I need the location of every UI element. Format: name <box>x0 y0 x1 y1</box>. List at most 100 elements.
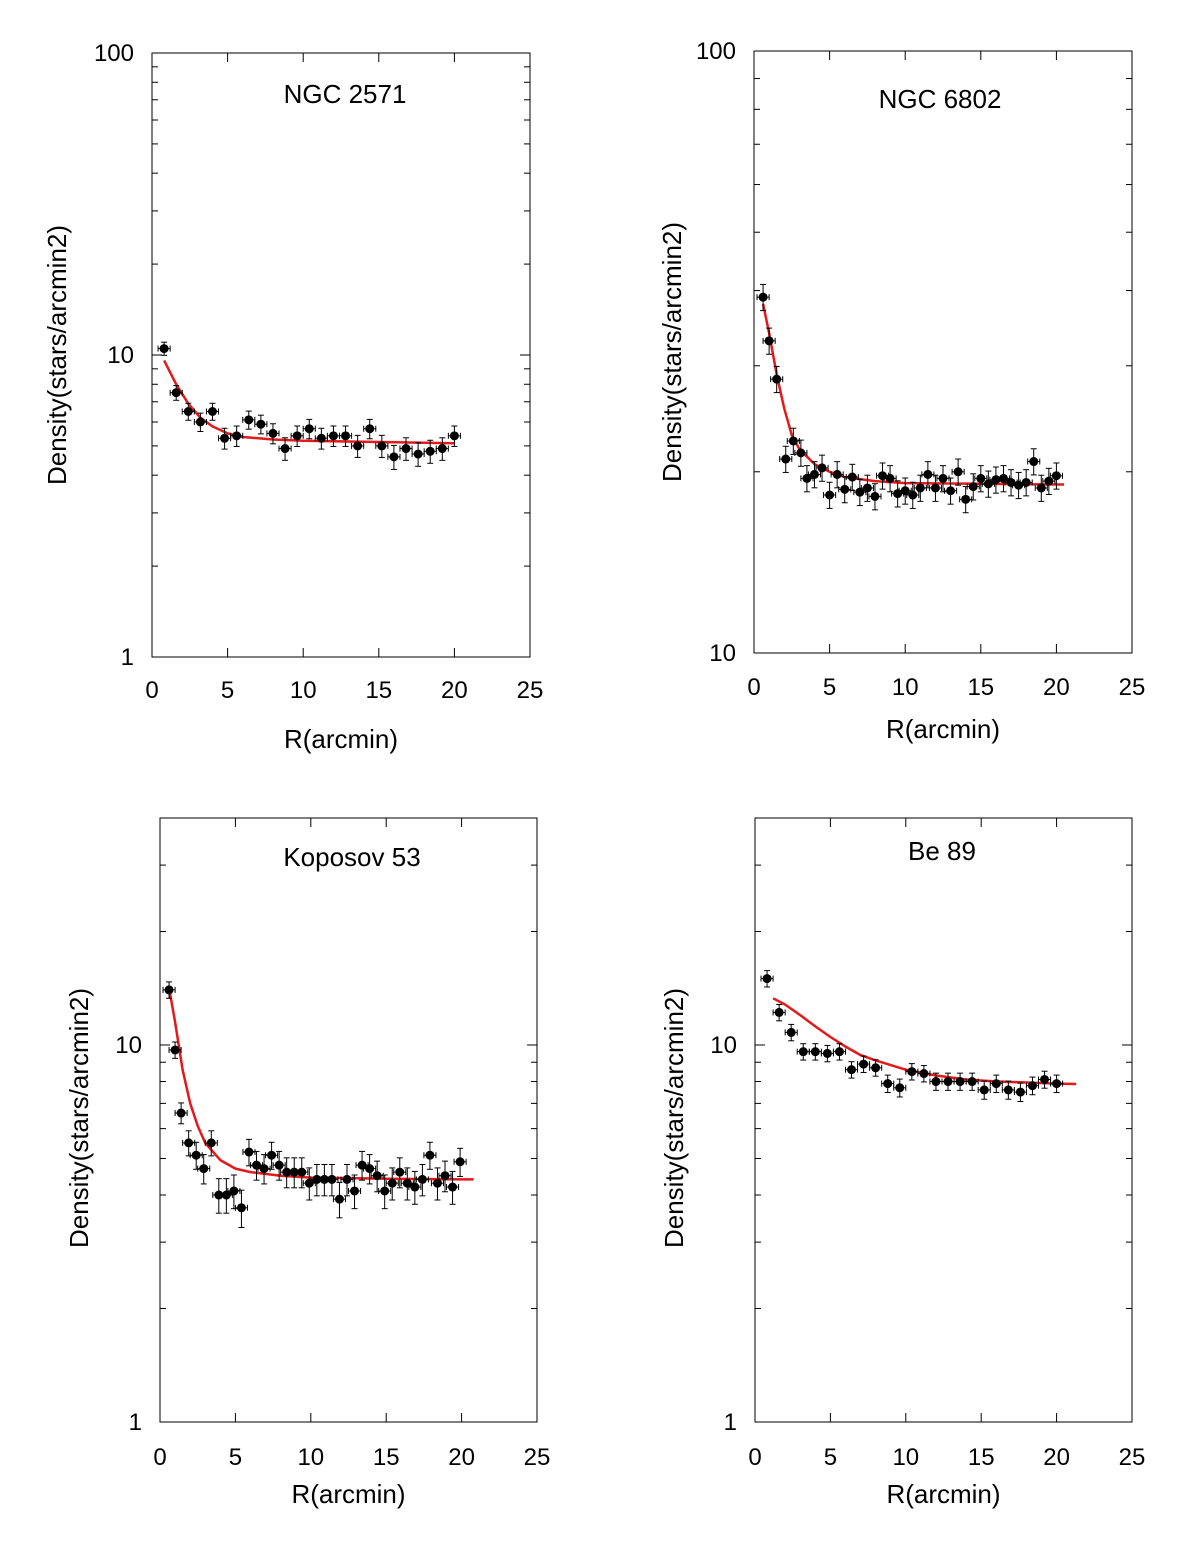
data-marker <box>267 1150 277 1160</box>
data-point <box>808 1043 822 1061</box>
x-tick-label: 20 <box>448 1444 475 1471</box>
chart-panel-2: 0 5 10 15 20 25 10 100 NGC 6802 R(arcmin) Density(… <box>657 38 1145 744</box>
data-point <box>168 1041 182 1059</box>
data-marker <box>425 1150 435 1160</box>
data-marker <box>1021 477 1031 487</box>
data-marker <box>893 489 903 499</box>
data-point <box>898 477 912 505</box>
data-marker <box>170 1045 180 1055</box>
data-point <box>242 410 256 430</box>
data-point <box>182 1130 196 1157</box>
data-marker <box>455 1157 465 1167</box>
data-point <box>794 439 808 467</box>
data-point <box>423 1141 437 1170</box>
data-point <box>446 1170 460 1205</box>
data-marker <box>758 292 768 302</box>
data-point <box>169 385 183 401</box>
data-marker <box>895 1083 905 1093</box>
data-point <box>1027 448 1041 476</box>
data-point <box>387 444 401 470</box>
data-marker <box>402 1178 412 1188</box>
chart-panel-4: 0 5 10 15 20 25 1 10 Be 89 R(arcmin) Density(stars… <box>659 817 1145 1509</box>
data-point <box>257 1154 271 1185</box>
data-marker <box>923 469 933 479</box>
data-point <box>242 1138 256 1167</box>
data-marker <box>832 469 842 479</box>
data-marker <box>372 1171 382 1181</box>
fit-curve <box>761 303 1064 486</box>
data-marker <box>221 1190 231 1200</box>
data-marker <box>342 1174 352 1184</box>
data-marker <box>979 1085 989 1095</box>
data-point <box>370 1160 384 1193</box>
data-marker <box>304 424 314 434</box>
x-tick-label: 20 <box>1043 1444 1070 1471</box>
data-point <box>838 476 852 504</box>
data-point <box>944 477 958 505</box>
data-marker <box>859 1059 869 1069</box>
data-point <box>959 486 973 514</box>
data-marker <box>772 374 782 384</box>
plot-frame <box>159 817 538 1423</box>
data-marker <box>183 407 193 417</box>
data-point <box>415 1163 429 1197</box>
data-marker <box>413 449 423 459</box>
data-marker <box>401 444 411 454</box>
data-point <box>438 1160 452 1193</box>
data-point <box>266 423 280 445</box>
data-marker <box>206 1138 216 1148</box>
data-marker <box>268 428 278 438</box>
data-point <box>249 1150 264 1181</box>
data-marker <box>350 1186 360 1196</box>
x-tick-label: 10 <box>892 674 919 701</box>
data-point <box>332 1181 346 1219</box>
data-marker <box>764 336 774 346</box>
data-marker <box>930 483 940 493</box>
data-marker <box>976 473 986 483</box>
data-point <box>891 480 905 508</box>
data-marker <box>953 467 963 477</box>
data-marker <box>786 1027 796 1037</box>
data-point <box>1012 471 1026 500</box>
data-point <box>314 427 328 450</box>
data-point <box>234 1189 248 1229</box>
data-marker <box>256 419 266 429</box>
data-marker <box>387 1178 397 1188</box>
data-point <box>338 425 353 447</box>
data-marker <box>389 452 399 462</box>
data-marker <box>191 1150 201 1160</box>
data-marker <box>847 1065 857 1075</box>
data-point <box>1038 1070 1052 1089</box>
data-marker <box>316 433 326 443</box>
x-tick-label: 20 <box>441 677 468 704</box>
data-marker <box>365 1164 375 1174</box>
data-marker <box>341 431 351 441</box>
data-point <box>830 461 844 489</box>
data-point <box>204 1130 218 1157</box>
y-axis-label: Density(stars/arcmin2) <box>659 988 689 1248</box>
data-marker <box>425 446 435 456</box>
chart-title: NGC 6802 <box>879 84 1002 114</box>
data-marker <box>983 479 993 489</box>
x-tick-label: 25 <box>524 1444 551 1471</box>
data-marker <box>236 1203 246 1213</box>
data-marker <box>334 1194 344 1204</box>
data-point <box>326 425 340 447</box>
data-marker <box>943 1077 953 1087</box>
data-point <box>453 1147 467 1177</box>
data-marker <box>900 486 910 496</box>
data-marker <box>774 1007 784 1017</box>
x-tick-label: 10 <box>892 1444 919 1471</box>
data-marker <box>1040 1074 1050 1084</box>
data-marker <box>967 1077 977 1087</box>
y-axis-label: Density(stars/arcmin2) <box>657 222 687 482</box>
data-point <box>784 1023 798 1042</box>
data-point <box>254 414 268 435</box>
data-marker <box>788 436 798 446</box>
x-tick-label: 5 <box>824 1444 837 1471</box>
plot-frame <box>753 50 1133 654</box>
data-marker <box>840 484 850 494</box>
data-point <box>411 442 425 467</box>
data-point <box>325 1163 339 1197</box>
